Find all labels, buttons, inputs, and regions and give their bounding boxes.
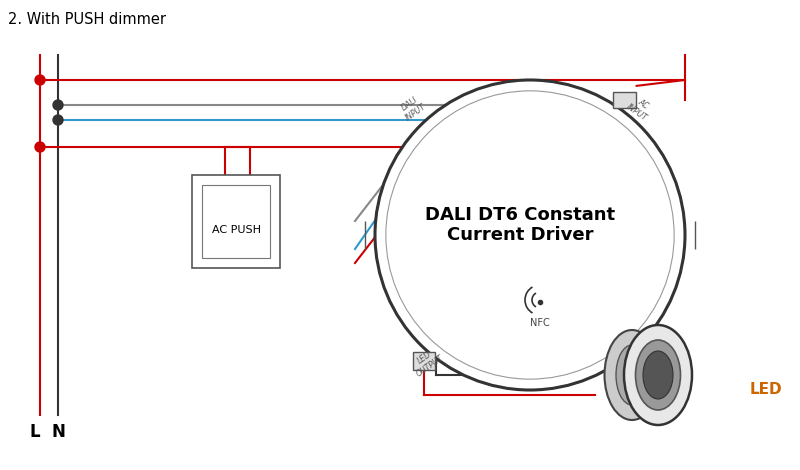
Text: AC
INPUT: AC INPUT bbox=[625, 94, 655, 123]
Text: 2. With PUSH dimmer: 2. With PUSH dimmer bbox=[8, 12, 166, 27]
Ellipse shape bbox=[643, 351, 673, 399]
FancyBboxPatch shape bbox=[202, 185, 270, 258]
Text: NFC: NFC bbox=[530, 318, 550, 328]
Text: N: N bbox=[51, 423, 65, 441]
Circle shape bbox=[53, 115, 63, 125]
Polygon shape bbox=[414, 352, 434, 370]
Circle shape bbox=[35, 142, 45, 152]
Ellipse shape bbox=[624, 325, 692, 425]
Circle shape bbox=[386, 91, 674, 379]
Text: LED
OUTPUT: LED OUTPUT bbox=[409, 345, 446, 379]
Text: AC PUSH: AC PUSH bbox=[213, 225, 262, 235]
Circle shape bbox=[53, 100, 63, 110]
Text: DALI
INPUT: DALI INPUT bbox=[398, 94, 428, 123]
Text: L: L bbox=[30, 423, 40, 441]
Circle shape bbox=[375, 80, 685, 390]
Text: DALI DT6 Constant
Current Driver: DALI DT6 Constant Current Driver bbox=[425, 205, 615, 244]
Polygon shape bbox=[613, 92, 636, 108]
Ellipse shape bbox=[605, 330, 659, 420]
FancyBboxPatch shape bbox=[192, 175, 280, 268]
Text: LED: LED bbox=[750, 383, 782, 398]
Ellipse shape bbox=[635, 340, 681, 410]
Ellipse shape bbox=[616, 345, 648, 405]
Circle shape bbox=[35, 75, 45, 85]
